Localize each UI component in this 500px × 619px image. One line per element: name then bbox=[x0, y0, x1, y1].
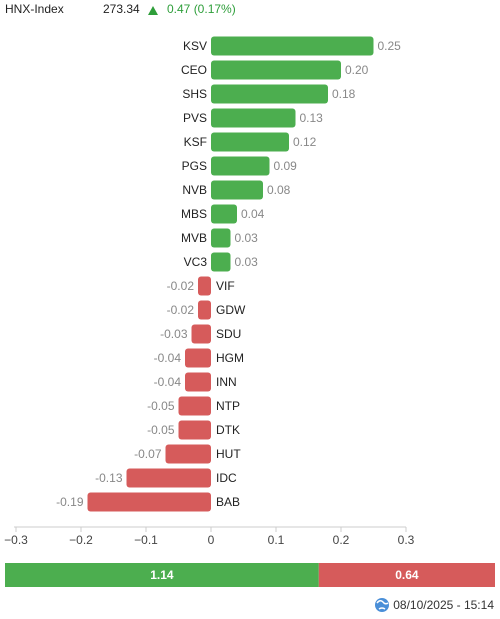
category-label: CEO bbox=[181, 63, 207, 77]
category-label: INN bbox=[216, 375, 237, 389]
up-arrow bbox=[148, 6, 158, 15]
category-label: VIF bbox=[216, 279, 235, 293]
bar bbox=[211, 204, 237, 224]
value-label: -0.02 bbox=[167, 303, 195, 317]
bar bbox=[165, 444, 211, 464]
x-tick-label: −0.2 bbox=[69, 533, 93, 547]
x-tick-label: 0 bbox=[208, 533, 215, 547]
bar bbox=[211, 156, 270, 176]
value-label: 0.03 bbox=[235, 231, 259, 245]
value-label: 0.09 bbox=[274, 159, 298, 173]
x-tick-label: 0.1 bbox=[268, 533, 285, 547]
category-label: DTK bbox=[216, 423, 240, 437]
category-label: PVS bbox=[183, 111, 207, 125]
category-label: KSV bbox=[183, 39, 207, 53]
bar bbox=[87, 492, 211, 512]
category-label: NVB bbox=[182, 183, 207, 197]
category-label: SDU bbox=[216, 327, 241, 341]
chart: −0.3 −0.2 −0.1 0 0.1 0.2 0.3 KSV 0.25 CEO 0.20 SHS 0… bbox=[4, 36, 415, 547]
index-change: 0.47 (0.17%) bbox=[167, 2, 236, 16]
down-bar bbox=[318, 563, 495, 587]
value-label: 0.03 bbox=[235, 255, 259, 269]
value-label: 0.20 bbox=[345, 63, 369, 77]
value-label: 0.13 bbox=[300, 111, 324, 125]
category-label: PGS bbox=[182, 159, 207, 173]
bar bbox=[211, 108, 296, 128]
x-tick-label: 0.3 bbox=[398, 533, 415, 547]
index-value: 273.34 bbox=[103, 2, 140, 16]
value-label: 0.12 bbox=[293, 135, 317, 149]
bar bbox=[185, 372, 211, 392]
bar bbox=[211, 36, 374, 56]
value-label: -0.03 bbox=[160, 327, 188, 341]
category-label: KSF bbox=[184, 135, 207, 149]
bar bbox=[211, 60, 341, 80]
category-label: SHS bbox=[182, 87, 207, 101]
category-label: MBS bbox=[181, 207, 207, 221]
value-label: 0.04 bbox=[241, 207, 265, 221]
value-label: -0.02 bbox=[167, 279, 195, 293]
bar bbox=[178, 420, 211, 440]
bar bbox=[211, 132, 289, 152]
up-bar bbox=[5, 563, 319, 587]
summary-bar: 1.14 0.64 bbox=[5, 563, 495, 587]
category-label: BAB bbox=[216, 495, 240, 509]
category-label: GDW bbox=[216, 303, 246, 317]
bar bbox=[126, 468, 211, 488]
bar bbox=[198, 300, 211, 320]
category-label: HGM bbox=[216, 351, 244, 365]
category-label: IDC bbox=[216, 471, 237, 485]
globe-icon bbox=[375, 598, 389, 612]
category-label: NTP bbox=[216, 399, 240, 413]
bar bbox=[178, 396, 211, 416]
value-label: 0.25 bbox=[378, 39, 402, 53]
bar bbox=[211, 252, 231, 272]
category-label: MVB bbox=[181, 231, 207, 245]
value-label: -0.13 bbox=[95, 471, 123, 485]
category-label: HUT bbox=[216, 447, 241, 461]
timestamp: 08/10/2025 - 15:14 bbox=[393, 598, 494, 612]
value-label: -0.05 bbox=[147, 399, 175, 413]
bar bbox=[211, 84, 328, 104]
x-tick-label: −0.1 bbox=[134, 533, 158, 547]
value-label: -0.19 bbox=[56, 495, 84, 509]
x-tick-label: 0.2 bbox=[333, 533, 350, 547]
value-label: 0.08 bbox=[267, 183, 291, 197]
value-label: 0.18 bbox=[332, 87, 356, 101]
value-label: -0.05 bbox=[147, 423, 175, 437]
up-label: 1.14 bbox=[150, 568, 174, 582]
x-tick-label: −0.3 bbox=[4, 533, 28, 547]
value-label: -0.04 bbox=[154, 351, 182, 365]
bar bbox=[191, 324, 211, 344]
category-label: VC3 bbox=[184, 255, 208, 269]
bar bbox=[198, 276, 211, 296]
bar bbox=[211, 180, 263, 200]
down-label: 0.64 bbox=[395, 568, 419, 582]
value-label: -0.04 bbox=[154, 375, 182, 389]
value-label: -0.07 bbox=[134, 447, 162, 461]
bar bbox=[185, 348, 211, 368]
index-name: HNX-Index bbox=[5, 2, 64, 16]
bar bbox=[211, 228, 231, 248]
